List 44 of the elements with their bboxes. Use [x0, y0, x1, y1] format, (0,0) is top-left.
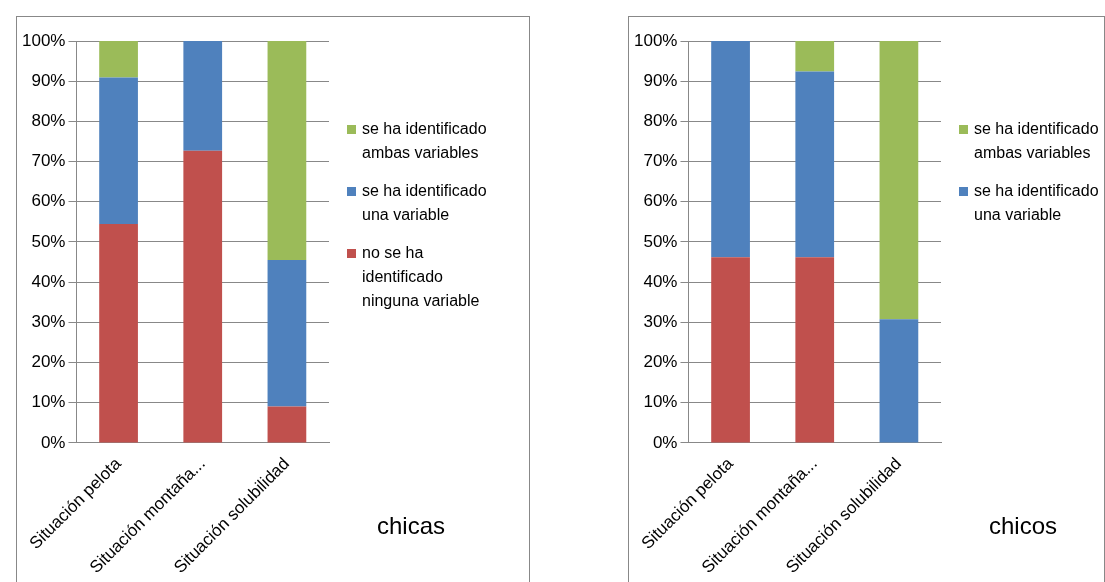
- bar: [795, 257, 835, 443]
- bar: [267, 41, 307, 261]
- y-tick-label: 60%: [643, 191, 678, 211]
- y-tick-label: 50%: [31, 231, 66, 251]
- bar: [795, 71, 835, 258]
- y-tick-label: 80%: [31, 111, 66, 131]
- bar: [795, 41, 835, 72]
- text: chicos: [989, 512, 1058, 540]
- legend-label: se ha identificado una variable: [974, 181, 1100, 225]
- y-tick-label: 40%: [643, 271, 678, 291]
- bar: [267, 260, 307, 407]
- y-tick-label: 50%: [643, 231, 678, 251]
- y-tick-label: 10%: [31, 392, 66, 412]
- y-tick-label: 70%: [31, 151, 66, 171]
- legend-label: se ha identificado ambas variables: [362, 119, 488, 163]
- bar: [879, 319, 919, 443]
- y-tick-label: 0%: [652, 432, 678, 452]
- y-tick-label: 80%: [643, 111, 678, 131]
- bar: [183, 41, 223, 151]
- y-tick-label: 90%: [31, 70, 66, 90]
- bar: [99, 77, 138, 224]
- y-tick-label: 100%: [634, 30, 678, 50]
- bar: [99, 223, 138, 443]
- y-tick-label: 100%: [22, 30, 66, 50]
- bar: [183, 150, 223, 443]
- y-tick-label: 0%: [40, 432, 66, 452]
- bar: [879, 41, 919, 320]
- y-tick-label: 20%: [31, 352, 66, 372]
- y-tick-label: 70%: [643, 151, 678, 171]
- bar: [711, 257, 750, 443]
- bar: [711, 41, 750, 258]
- y-tick-label: 30%: [643, 312, 678, 332]
- legend-label: se ha identificado ambas variables: [974, 119, 1100, 163]
- legend-label: no se ha identificado ninguna variable: [362, 243, 481, 311]
- y-tick-label: 10%: [643, 392, 678, 412]
- y-tick-label: 90%: [643, 70, 678, 90]
- bar: [99, 41, 138, 78]
- text: chicas: [377, 512, 446, 540]
- y-tick-label: 20%: [643, 352, 678, 372]
- legend-label: se ha identificado una variable: [362, 181, 488, 225]
- y-tick-label: 30%: [31, 312, 66, 332]
- y-tick-label: 60%: [31, 191, 66, 211]
- bar: [267, 406, 307, 443]
- y-tick-label: 40%: [31, 271, 66, 291]
